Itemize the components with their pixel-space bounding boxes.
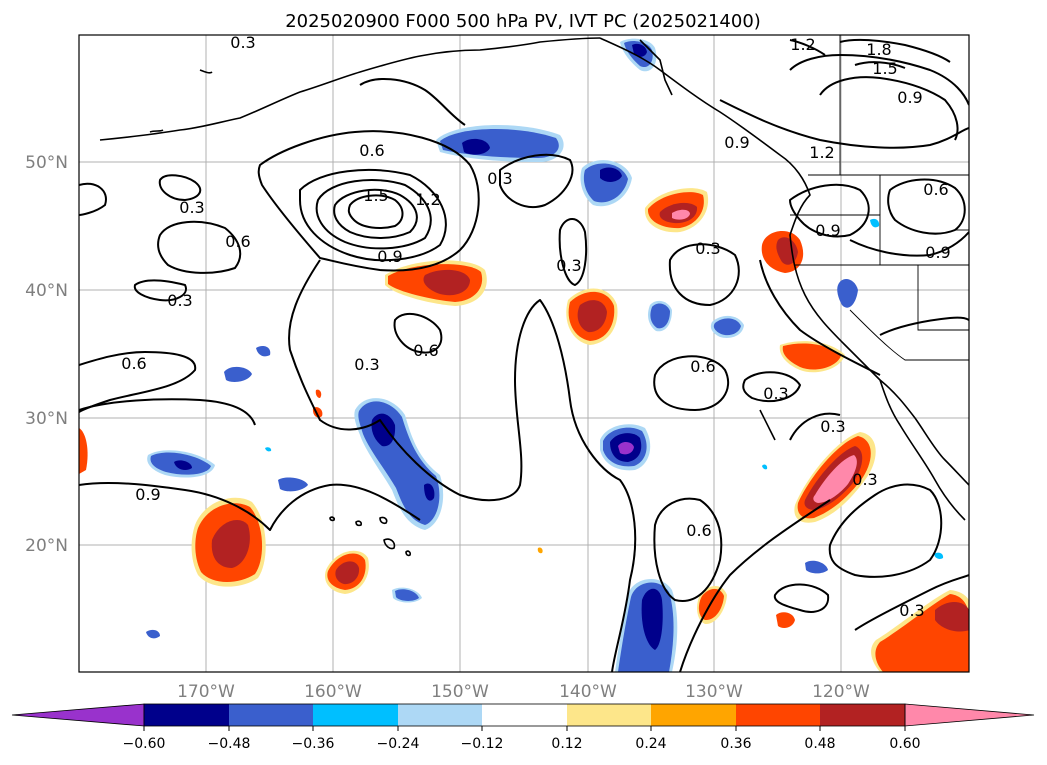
contour-label: 1.8 — [866, 40, 891, 59]
coastlines — [99, 37, 969, 557]
lon-label-160w: 160°W — [304, 682, 362, 702]
colorbar-bin — [229, 704, 313, 726]
contour-label-group: 0.3 0.6 1.5 1.2 0.9 0.3 0.6 0.3 0.6 0.3 … — [121, 33, 950, 620]
colorbar-under-extend — [11, 703, 145, 727]
colorbar-tick-label: 0.12 — [551, 736, 582, 752]
colorbar-bin — [398, 704, 482, 726]
contour-label: 0.3 — [695, 239, 720, 258]
contour-label: 0.3 — [487, 169, 512, 188]
contour-label: 0.9 — [925, 243, 950, 262]
colorbar-tick-label: −0.36 — [292, 736, 335, 752]
contour-label: 1.2 — [415, 190, 440, 209]
contour-label: 0.6 — [121, 354, 146, 373]
contour-label: 0.3 — [899, 601, 924, 620]
contour-label: 0.9 — [377, 247, 402, 266]
colorbar-tick-label: −0.24 — [377, 736, 420, 752]
map-frame — [78, 34, 970, 673]
contour-label: 0.3 — [820, 417, 845, 436]
contour-label: 0.3 — [354, 355, 379, 374]
colorbar-bin — [651, 704, 736, 726]
latitude-labels: 50°N 40°N 30°N 20°N — [25, 153, 68, 556]
lon-label-120w: 120°W — [812, 682, 870, 702]
contour-label: 0.6 — [359, 141, 384, 160]
contour-label: 0.3 — [852, 470, 877, 489]
contour-label: 0.3 — [167, 291, 192, 310]
contour-label: 1.2 — [790, 35, 815, 54]
lon-label-170w: 170°W — [177, 682, 235, 702]
longitude-labels: 170°W 160°W 150°W 140°W 130°W 120°W — [177, 682, 870, 702]
colorbar-frame — [143, 703, 906, 727]
contour-label: 0.6 — [686, 521, 711, 540]
colorbar-bin — [567, 704, 651, 726]
colorbar-tick-label: 0.48 — [804, 736, 835, 752]
colorbar-tick-label: −0.60 — [123, 736, 166, 752]
colorbar-tick-label: 0.36 — [720, 736, 751, 752]
contour-label: 0.3 — [179, 198, 204, 217]
colorbar-tick-label: −0.48 — [208, 736, 251, 752]
colorbar-tick-label: 0.60 — [889, 736, 920, 752]
lat-label-30n: 30°N — [25, 409, 68, 429]
contour-label: 0.6 — [690, 357, 715, 376]
lon-label-130w: 130°W — [685, 682, 743, 702]
contour-label: 0.6 — [225, 232, 250, 251]
contour-label: 0.3 — [230, 33, 255, 52]
ivt-negative-anomalies — [146, 38, 944, 672]
lat-label-50n: 50°N — [25, 153, 68, 173]
colorbar-tick-label: 0.24 — [635, 736, 666, 752]
political-borders — [790, 35, 969, 361]
lon-label-140w: 140°W — [559, 682, 617, 702]
contour-label: 0.6 — [923, 180, 948, 199]
colorbar-bin — [482, 704, 567, 726]
colorbar-bin — [820, 704, 905, 726]
colorbar-bin — [736, 704, 820, 726]
colorbar-bin — [313, 704, 398, 726]
colorbar-over-extend — [904, 703, 1035, 727]
contour-label: 1.2 — [809, 143, 834, 162]
contour-label: 0.3 — [763, 384, 788, 403]
lat-label-40n: 40°N — [25, 281, 68, 301]
contour-label: 0.9 — [897, 88, 922, 107]
lat-label-20n: 20°N — [25, 536, 68, 556]
pv-contours — [79, 38, 969, 672]
contour-label: 0.3 — [556, 256, 581, 275]
colorbar: −0.60 −0.48 −0.36 −0.24 −0.12 0.12 0.24 … — [11, 703, 1035, 752]
contour-label: 1.5 — [872, 59, 897, 78]
lon-label-150w: 150°W — [431, 682, 489, 702]
contour-label: 0.9 — [815, 221, 840, 240]
figure-title: 2025020900 F000 500 hPa PV, IVT PC (2025… — [285, 11, 761, 32]
contour-label: 0.9 — [724, 133, 749, 152]
contour-label: 0.9 — [135, 485, 160, 504]
contour-label: 0.6 — [413, 341, 438, 360]
colorbar-ticks — [143, 726, 906, 731]
colorbar-bin — [144, 704, 229, 726]
contour-label: 1.5 — [363, 186, 388, 205]
map-panel: 0.3 0.6 1.5 1.2 0.9 0.3 0.6 0.3 0.6 0.3 … — [78, 33, 970, 673]
colorbar-tick-label: −0.12 — [461, 736, 504, 752]
